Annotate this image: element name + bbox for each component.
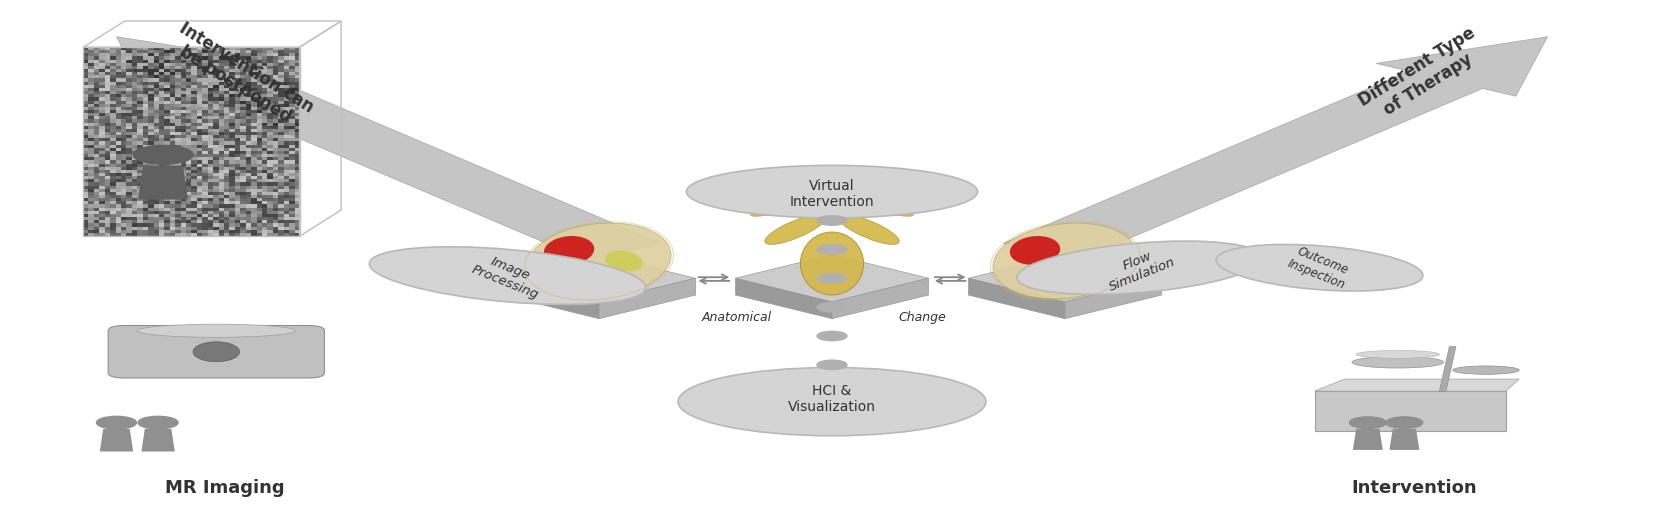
- Circle shape: [1350, 417, 1386, 428]
- Text: HCI &
Visualization: HCI & Visualization: [789, 384, 875, 414]
- Polygon shape: [832, 278, 929, 319]
- Text: Intervention can
be postponed: Intervention can be postponed: [165, 18, 318, 134]
- Circle shape: [97, 416, 136, 429]
- Text: Flow
Simulation: Flow Simulation: [1102, 242, 1178, 294]
- Polygon shape: [1315, 379, 1519, 391]
- Ellipse shape: [839, 214, 899, 245]
- Ellipse shape: [1017, 241, 1263, 295]
- Circle shape: [817, 216, 847, 225]
- Ellipse shape: [193, 342, 240, 362]
- Circle shape: [817, 331, 847, 341]
- Ellipse shape: [527, 223, 671, 299]
- Text: Intervention: Intervention: [1351, 479, 1478, 497]
- Ellipse shape: [1351, 356, 1443, 368]
- Circle shape: [817, 245, 847, 254]
- Polygon shape: [599, 278, 696, 319]
- Polygon shape: [1003, 37, 1548, 260]
- Circle shape: [138, 416, 178, 429]
- Ellipse shape: [1010, 236, 1060, 265]
- Ellipse shape: [136, 324, 296, 338]
- Ellipse shape: [679, 368, 985, 436]
- Ellipse shape: [1216, 245, 1423, 291]
- FancyBboxPatch shape: [1315, 391, 1506, 430]
- Polygon shape: [138, 165, 188, 200]
- FancyBboxPatch shape: [216, 350, 324, 360]
- Text: Outcome
Inspection: Outcome Inspection: [1286, 244, 1353, 292]
- Polygon shape: [968, 255, 1161, 302]
- Circle shape: [817, 360, 847, 370]
- Ellipse shape: [864, 201, 914, 216]
- Ellipse shape: [765, 214, 825, 245]
- Ellipse shape: [800, 232, 864, 295]
- Text: Virtual
Intervention: Virtual Intervention: [790, 179, 874, 209]
- Polygon shape: [1353, 429, 1383, 450]
- Circle shape: [133, 145, 193, 164]
- Polygon shape: [141, 429, 175, 452]
- Text: Change: Change: [899, 311, 947, 324]
- Polygon shape: [1389, 429, 1419, 450]
- Circle shape: [1386, 417, 1423, 428]
- Circle shape: [817, 302, 847, 312]
- FancyBboxPatch shape: [108, 326, 324, 378]
- Ellipse shape: [686, 165, 978, 218]
- Ellipse shape: [993, 223, 1137, 299]
- Polygon shape: [503, 278, 599, 319]
- Polygon shape: [100, 429, 133, 452]
- Text: MR Imaging: MR Imaging: [165, 479, 285, 497]
- Polygon shape: [1439, 346, 1456, 391]
- Polygon shape: [968, 278, 1065, 319]
- Ellipse shape: [750, 201, 800, 216]
- Ellipse shape: [544, 236, 594, 265]
- Text: Image
Processing: Image Processing: [469, 249, 546, 302]
- Text: Different Type
of Therapy: Different Type of Therapy: [1356, 24, 1489, 128]
- Polygon shape: [735, 278, 832, 319]
- Circle shape: [817, 274, 847, 283]
- Ellipse shape: [1453, 366, 1519, 374]
- Polygon shape: [735, 255, 929, 302]
- Ellipse shape: [369, 247, 646, 304]
- Text: Anatomical: Anatomical: [702, 311, 772, 324]
- Ellipse shape: [1072, 250, 1108, 271]
- Polygon shape: [1065, 278, 1161, 319]
- Ellipse shape: [1356, 351, 1439, 358]
- Polygon shape: [503, 255, 696, 302]
- Ellipse shape: [606, 250, 642, 271]
- Polygon shape: [116, 37, 661, 260]
